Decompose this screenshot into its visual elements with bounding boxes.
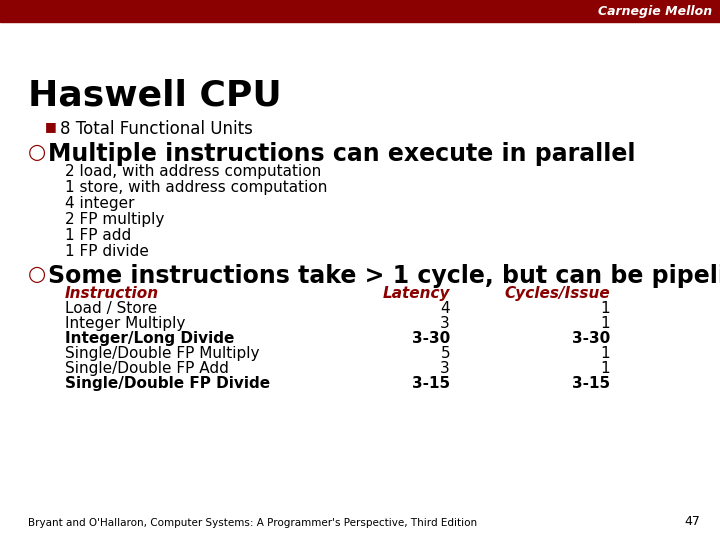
Text: Instruction: Instruction [65,286,159,301]
Text: 3-15: 3-15 [412,376,450,391]
Text: 3-30: 3-30 [572,331,610,346]
Text: 1: 1 [600,316,610,331]
Text: ○: ○ [28,264,46,284]
Text: Multiple instructions can execute in parallel: Multiple instructions can execute in par… [48,142,636,166]
Text: 3: 3 [440,316,450,331]
Text: 4: 4 [441,301,450,316]
Text: 4 integer: 4 integer [65,196,135,211]
Text: 1 FP divide: 1 FP divide [65,244,149,259]
Text: 3: 3 [440,361,450,376]
Text: Cycles/Issue: Cycles/Issue [504,286,610,301]
Text: 2 load, with address computation: 2 load, with address computation [65,164,321,179]
Text: Integer Multiply: Integer Multiply [65,316,185,331]
Text: 2 FP multiply: 2 FP multiply [65,212,164,227]
Text: Single/Double FP Divide: Single/Double FP Divide [65,376,270,391]
Text: Carnegie Mellon: Carnegie Mellon [598,4,712,17]
Bar [0,0,720,22]
Text: 3-15: 3-15 [572,376,610,391]
Text: 5: 5 [441,346,450,361]
Text: Single/Double FP Add: Single/Double FP Add [65,361,229,376]
Text: Single/Double FP Multiply: Single/Double FP Multiply [65,346,259,361]
Text: ○: ○ [28,142,46,162]
Text: ■: ■ [45,120,57,133]
Text: Integer/Long Divide: Integer/Long Divide [65,331,235,346]
Text: Bryant and O'Hallaron, Computer Systems: A Programmer's Perspective, Third Editi: Bryant and O'Hallaron, Computer Systems:… [28,518,477,528]
Text: Load / Store: Load / Store [65,301,157,316]
Text: 47: 47 [684,515,700,528]
Text: 8 Total Functional Units: 8 Total Functional Units [60,120,253,138]
Text: 1: 1 [600,301,610,316]
Text: 1 FP add: 1 FP add [65,228,131,243]
Text: Some instructions take > 1 cycle, but can be pipelined: Some instructions take > 1 cycle, but ca… [48,264,720,288]
Text: Latency: Latency [382,286,450,301]
Text: Haswell CPU: Haswell CPU [28,78,282,112]
Text: 1: 1 [600,346,610,361]
Text: 1: 1 [600,361,610,376]
Text: 3-30: 3-30 [412,331,450,346]
Text: 1 store, with address computation: 1 store, with address computation [65,180,328,195]
